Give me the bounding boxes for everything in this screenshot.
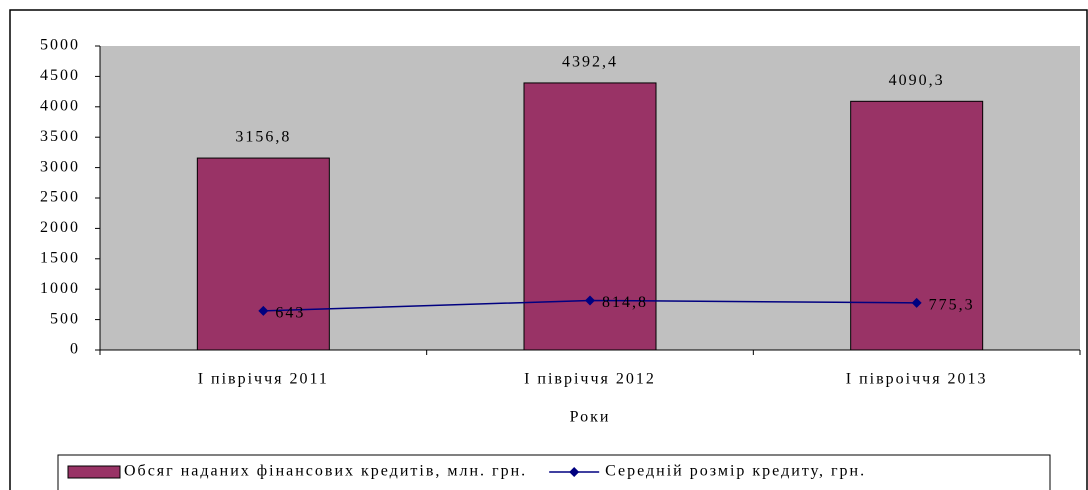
y-tick-label: 500: [50, 310, 80, 327]
bar: [523, 82, 657, 351]
y-tick-label: 0: [70, 341, 80, 358]
line-value-label: 814,8: [602, 294, 648, 311]
bar: [850, 100, 984, 351]
x-tick-label: І півроіччя 2013: [846, 371, 988, 388]
bar-value-label: 4090,3: [889, 72, 945, 89]
x-tick-label: І півріччя 2011: [198, 371, 329, 388]
legend-label: Середній розмір кредиту, грн.: [605, 463, 866, 480]
y-tick-label: 1000: [40, 280, 80, 297]
bar-value-label: 3156,8: [235, 129, 291, 146]
line-marker: [585, 295, 595, 306]
y-tick-label: 1500: [40, 249, 80, 266]
y-tick-label: 2000: [40, 219, 80, 236]
line-value-label: 643: [275, 305, 305, 322]
x-axis-title: Роки: [570, 409, 611, 426]
y-tick-label: 3500: [40, 128, 80, 145]
y-tick-label: 4000: [40, 97, 80, 114]
line-marker: [258, 305, 269, 316]
line-marker: [911, 297, 922, 308]
line-value-label: 775,3: [929, 297, 975, 314]
x-tick-label: І півріччя 2012: [524, 371, 656, 388]
legend-swatch: [67, 465, 121, 479]
legend-marker: [569, 467, 580, 477]
y-tick-label: 5000: [40, 37, 80, 54]
y-tick-label: 2500: [40, 189, 80, 206]
y-tick-label: 3000: [40, 158, 80, 175]
legend-label: Обсяг наданих фінансових кредитів, млн. …: [124, 463, 527, 480]
y-tick-label: 4500: [40, 67, 80, 84]
bar: [196, 157, 330, 351]
bar-value-label: 4392,4: [562, 54, 618, 71]
